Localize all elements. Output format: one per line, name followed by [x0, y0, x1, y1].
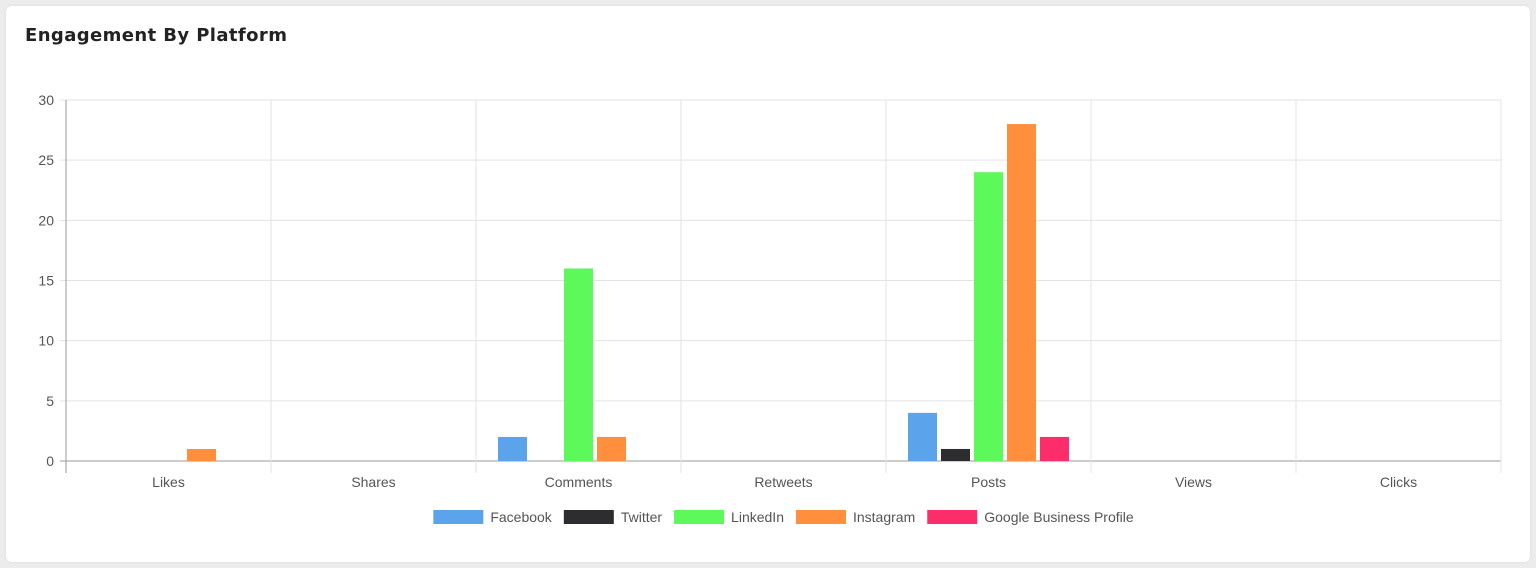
legend-swatch: [795, 510, 846, 524]
y-tick-label: 0: [46, 453, 54, 469]
bar-instagram-likes[interactable]: [187, 448, 216, 461]
bars-layer: [187, 124, 1069, 462]
legend-item-twitter[interactable]: Twitter: [563, 509, 663, 525]
bar-linkedin-posts[interactable]: [974, 172, 1003, 461]
x-tick-label: Shares: [351, 474, 395, 490]
chart-card: Engagement By Platform: [6, 6, 1530, 562]
chart-legend[interactable]: Facebook Twitter LinkedIn Instagram Google B…: [433, 509, 1134, 525]
legend-swatch: [927, 510, 978, 524]
x-tick-label: Retweets: [754, 474, 812, 490]
axis-layer: 0 5 10 15 20 25 30 Likes Shares Comments Retweets P…: [38, 92, 1417, 490]
legend-item-google-business-profile[interactable]: Google Business Profile: [927, 509, 1134, 525]
legend-swatch: [433, 510, 484, 524]
bar-twitter-posts[interactable]: [941, 448, 970, 461]
bar-facebook-posts[interactable]: [908, 412, 937, 461]
legend-label: Instagram: [853, 509, 915, 525]
y-tick-label: 5: [46, 393, 54, 409]
x-tick-label: Posts: [971, 474, 1006, 490]
legend-item-facebook[interactable]: Facebook: [433, 509, 553, 525]
x-tick-label: Comments: [545, 474, 613, 490]
bar-linkedin-comments[interactable]: [564, 268, 593, 461]
y-tick-label: 15: [38, 273, 54, 289]
x-tick-label: Views: [1175, 474, 1212, 490]
legend-label: Twitter: [621, 509, 663, 525]
y-tick-label: 10: [38, 333, 54, 349]
x-tick-label: Likes: [152, 474, 185, 490]
legend-item-linkedin[interactable]: LinkedIn: [674, 509, 784, 525]
card-title: Engagement By Platform: [25, 25, 288, 46]
bar-facebook-comments[interactable]: [498, 436, 527, 461]
bar-instagram-posts[interactable]: [1007, 124, 1036, 462]
bar-google-business-profile-posts[interactable]: [1040, 436, 1069, 461]
y-tick-label: 30: [38, 92, 54, 108]
y-tick-label: 25: [38, 152, 54, 168]
bar-instagram-comments[interactable]: [597, 436, 626, 461]
legend-label: Google Business Profile: [984, 509, 1134, 525]
legend-swatch: [563, 510, 614, 524]
legend-item-instagram[interactable]: Instagram: [795, 509, 915, 525]
legend-label: Facebook: [490, 509, 552, 525]
legend-swatch: [674, 510, 725, 524]
y-tick-label: 20: [38, 212, 54, 228]
grid-layer: [60, 99, 1502, 473]
legend-label: LinkedIn: [731, 509, 784, 525]
x-tick-label: Clicks: [1380, 474, 1417, 490]
